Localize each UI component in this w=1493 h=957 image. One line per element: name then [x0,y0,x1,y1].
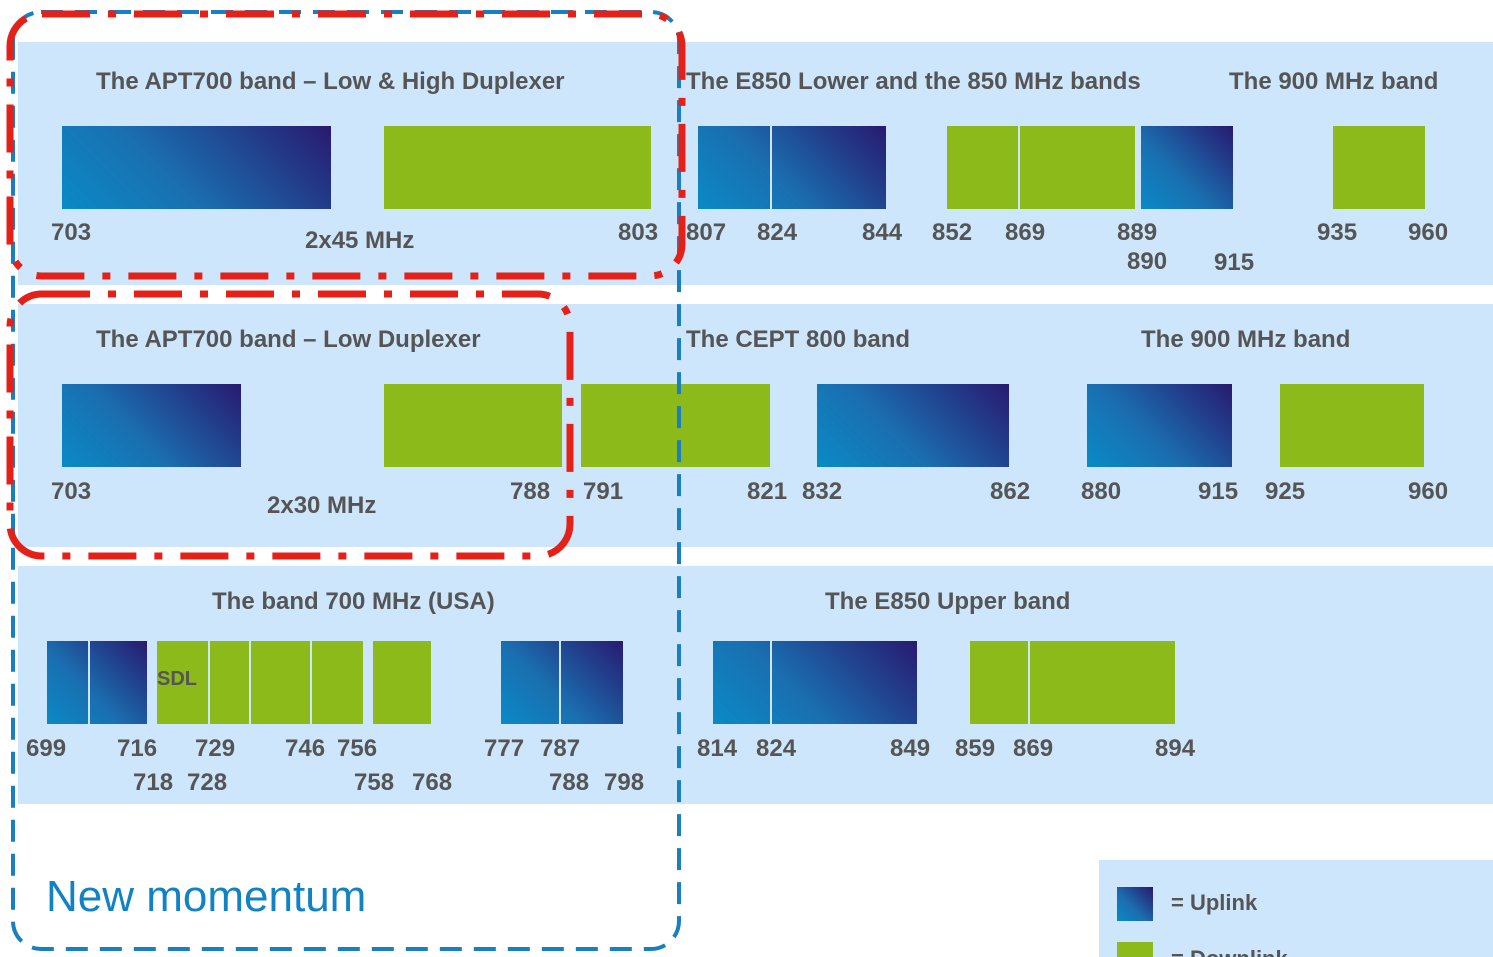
uplink-block [47,641,147,724]
frequency-label: 935 [1317,219,1358,246]
bandwidth-label: 2x30 MHz [267,492,377,519]
frequency-label: 925 [1265,478,1306,505]
block-separator [559,641,561,724]
frequency-label: 758 [354,769,395,796]
frequency-label: 849 [890,735,931,762]
downlink-block [384,126,651,209]
block-separator [1018,126,1020,209]
frequency-label: 869 [1005,219,1046,246]
frequency-label: 915 [1198,478,1239,505]
frequency-label: 798 [604,769,645,796]
block-separator [1028,641,1030,724]
legend: = Uplink = Downlink [1099,860,1493,957]
row1-right-title: The 900 MHz band [1229,68,1439,95]
block-separator [770,126,772,209]
frequency-label: 824 [757,219,798,246]
frequency-label: 716 [117,735,158,762]
downlink-block [581,384,770,467]
downlink-block [947,126,1135,209]
frequency-label: 718 [133,769,174,796]
frequency-label: 889 [1117,219,1158,246]
block-separator [88,641,90,724]
frequency-label: 960 [1408,219,1449,246]
uplink-block [1087,384,1232,467]
legend-downlink-label: = Downlink [1171,946,1288,957]
frequency-label: 729 [195,735,236,762]
row2-left-title: The APT700 band – Low Duplexer [96,326,481,353]
frequency-label: 880 [1081,478,1122,505]
frequency-label: 803 [618,219,659,246]
frequency-label: 859 [955,735,996,762]
legend-uplink-label: = Uplink [1171,890,1258,915]
frequency-label: 788 [549,769,590,796]
downlink-block [970,641,1175,724]
frequency-label: 824 [756,735,797,762]
row3-left-title: The band 700 MHz (USA) [212,588,495,615]
legend-uplink-swatch [1117,887,1153,921]
frequency-label: 777 [484,735,525,762]
uplink-block [62,384,241,467]
frequency-label: 960 [1408,478,1449,505]
frequency-label: 703 [51,219,92,246]
downlink-block [384,384,562,467]
frequency-label: 807 [686,219,727,246]
bandwidth-label: 2x45 MHz [305,227,415,254]
frequency-label: 728 [187,769,228,796]
row1-mid-title: The E850 Lower and the 850 MHz bands [686,68,1141,95]
frequency-label: 699 [26,735,67,762]
frequency-label: 862 [990,478,1031,505]
uplink-block [62,126,331,209]
legend-downlink-swatch [1117,942,1153,957]
downlink-block [1280,384,1424,467]
sdl-label: SDL [157,668,197,690]
frequency-label: 869 [1013,735,1054,762]
new-momentum-label: New momentum [46,872,367,921]
frequency-label: 821 [747,478,788,505]
frequency-label: 746 [285,735,326,762]
frequency-label: 756 [337,735,378,762]
downlink-block [373,641,431,724]
block-separator [208,641,210,724]
row2-right-title: The 900 MHz band [1141,326,1351,353]
uplink-block [1141,126,1233,209]
frequency-label: 894 [1155,735,1196,762]
row1-left-title: The APT700 band – Low & High Duplexer [96,68,565,95]
downlink-block [1333,126,1425,209]
uplink-block [817,384,1009,467]
block-separator [770,641,772,724]
frequency-label: 768 [412,769,453,796]
block-separator [310,641,312,724]
uplink-block [713,641,917,724]
frequency-label: 814 [697,735,738,762]
frequency-label: 844 [862,219,903,246]
frequency-label: 787 [540,735,581,762]
frequency-label: 915 [1214,249,1255,276]
uplink-block [698,126,886,209]
uplink-block [501,641,623,724]
frequency-label: 890 [1127,248,1168,275]
row2-mid-title: The CEPT 800 band [686,326,911,353]
frequency-label: 703 [51,478,92,505]
frequency-label: 852 [932,219,973,246]
block-separator [249,641,251,724]
frequency-label: 832 [802,478,843,505]
frequency-label: 788 [510,478,551,505]
frequency-label: 791 [583,478,624,505]
row3-mid-title: The E850 Upper band [825,588,1071,615]
